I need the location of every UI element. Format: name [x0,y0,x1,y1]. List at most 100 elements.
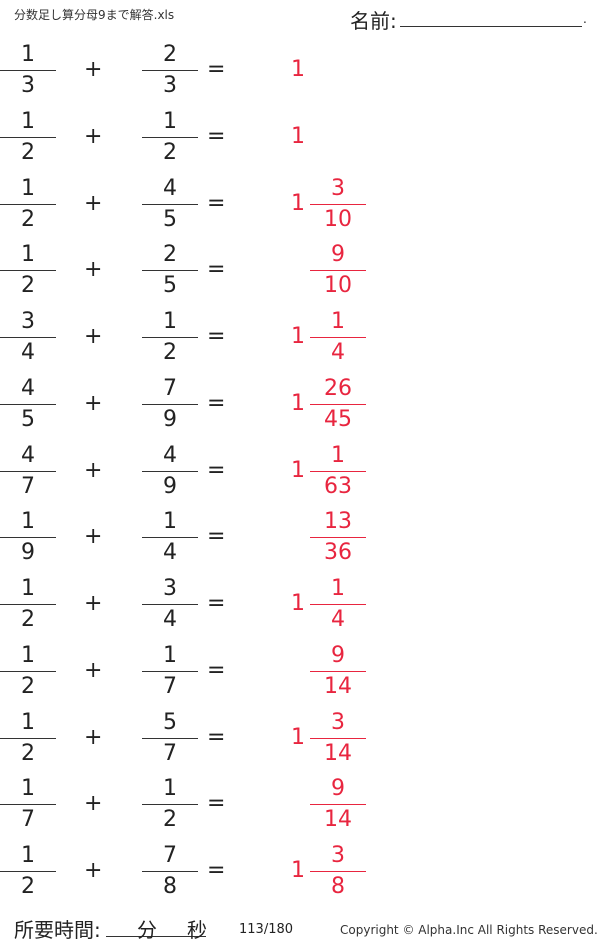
numerator: 1 [21,642,35,668]
denominator: 2 [163,139,177,165]
numerator: 1 [21,709,35,735]
name-field-line [400,26,582,27]
denominator: 14 [324,807,352,833]
plus-sign: + [84,858,103,883]
numerator: 4 [21,375,35,401]
fraction-bar [310,737,366,739]
numerator: 1 [21,776,35,802]
answer-whole: 1 [291,858,305,883]
denominator: 4 [21,340,35,365]
denominator: 2 [163,340,177,365]
problem-row: 1 2 +2 5 = 9 10 [0,241,600,301]
numerator: 1 [163,776,177,802]
fraction-bar [142,70,198,71]
name-end: . [583,12,587,26]
numerator: 3 [331,709,345,735]
denominator: 9 [163,406,177,432]
denominator: 7 [21,473,35,499]
plus-sign: + [84,123,103,149]
time-field-line [106,936,206,937]
equals-sign: = [207,858,226,883]
fraction-bar [0,804,56,806]
numerator: 1 [21,509,35,535]
answer-whole: 1 [291,57,305,82]
answer-whole: 1 [291,324,305,349]
copyright: Copyright © Alpha.Inc All Rights Reserve… [340,923,598,937]
fraction-bar [310,270,366,272]
denominator: 7 [21,807,35,833]
fraction-bar [0,871,56,872]
denominator: 7 [163,673,177,699]
numerator: 5 [163,709,177,735]
fraction-bar [310,470,366,472]
fraction-bar [0,270,56,272]
answer-fraction: 1 63 [310,442,366,502]
answer-fraction: 26 45 [310,375,366,435]
minutes-label: 分 [137,918,157,942]
denominator: 5 [21,406,35,432]
denominator: 2 [21,273,35,299]
fraction-bar [142,136,198,138]
problem-row: 1 2 +3 4 = 1 1 4 [0,575,600,635]
fraction-bar [0,737,56,739]
fraction-bar [310,670,366,672]
fraction-bar [310,337,366,338]
numerator: 3 [331,843,345,868]
plus-sign: + [84,791,103,817]
answer-whole: 1 [291,190,305,216]
answer-whole: 1 [291,457,305,483]
fraction-bar [142,403,198,405]
file-title: 分数足し算分母9まで解答.xls [14,8,175,22]
answer-whole: 1 [291,724,305,750]
denominator: 4 [163,607,177,632]
denominator: 36 [324,540,352,566]
denominator: 8 [331,874,345,899]
plus-sign: + [84,591,103,616]
equals-sign: = [207,457,226,483]
numerator: 1 [331,576,345,601]
problem-row: 1 2 +7 8 = 1 3 8 [0,842,600,902]
fraction-bar [0,670,56,672]
fraction-bar [310,804,366,806]
denominator: 45 [324,406,352,432]
numerator: 9 [331,242,345,268]
problem-row: 4 5 +7 9 = 1 26 45 [0,375,600,435]
denominator: 9 [21,540,35,566]
name-label: 名前: [350,9,397,33]
fraction-bar [142,270,198,272]
denominator: 3 [21,73,35,98]
denominator: 63 [324,473,352,499]
denominator: 2 [21,874,35,899]
answer-whole: 1 [291,123,305,149]
fraction-bar [142,337,198,338]
problem-row: 4 7 +4 9 = 1 1 63 [0,442,600,502]
numerator: 1 [21,576,35,601]
denominator: 2 [163,807,177,833]
equals-sign: = [207,724,226,750]
equals-sign: = [207,657,226,683]
numerator: 9 [331,642,345,668]
fraction-bar [142,203,198,205]
denominator: 3 [163,73,177,98]
fraction-bar [0,136,56,138]
equals-sign: = [207,390,226,416]
fraction-bar [310,537,366,539]
answer-whole: 1 [291,390,305,416]
numerator: 1 [331,442,345,468]
denominator: 5 [163,273,177,299]
numerator: 4 [163,175,177,201]
numerator: 13 [324,509,352,535]
